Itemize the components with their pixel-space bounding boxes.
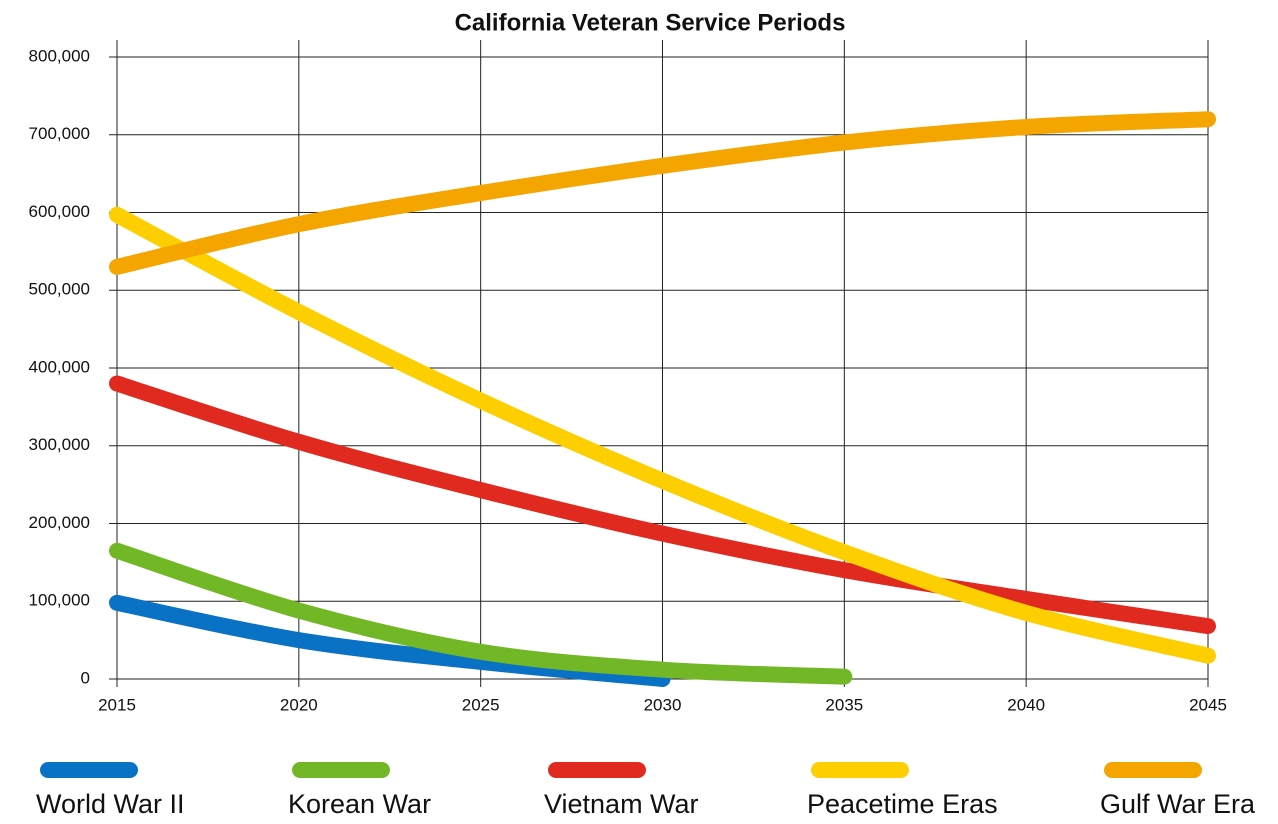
legend-label: Korean War — [288, 789, 431, 819]
x-tick-label: 2020 — [280, 695, 318, 714]
y-tick-label: 0 — [81, 668, 90, 687]
x-tick-label: 2035 — [825, 695, 863, 714]
series-line — [109, 542, 853, 685]
series-line — [109, 206, 1216, 664]
y-tick-label: 100,000 — [29, 591, 90, 610]
y-tick-label: 400,000 — [29, 357, 90, 376]
chart-title: California Veteran Service Periods — [455, 9, 846, 36]
y-tick-label: 600,000 — [29, 202, 90, 221]
y-tick-label: 500,000 — [29, 280, 90, 299]
legend-label: World War II — [36, 789, 185, 819]
series-line — [109, 375, 1216, 635]
y-tick-label: 300,000 — [29, 435, 90, 454]
x-tick-label: 2040 — [1007, 695, 1045, 714]
legend-label: Peacetime Eras — [807, 789, 998, 819]
x-tick-label: 2045 — [1189, 695, 1227, 714]
legend-label: Gulf War Era — [1100, 789, 1256, 819]
y-tick-label: 200,000 — [29, 513, 90, 532]
y-tick-label: 800,000 — [29, 46, 90, 65]
x-tick-label: 2025 — [462, 695, 500, 714]
legend-label: Vietnam War — [544, 789, 699, 819]
x-tick-label: 2015 — [98, 695, 136, 714]
y-tick-label: 700,000 — [29, 124, 90, 143]
x-tick-label: 2030 — [644, 695, 682, 714]
series-line — [109, 111, 1216, 275]
